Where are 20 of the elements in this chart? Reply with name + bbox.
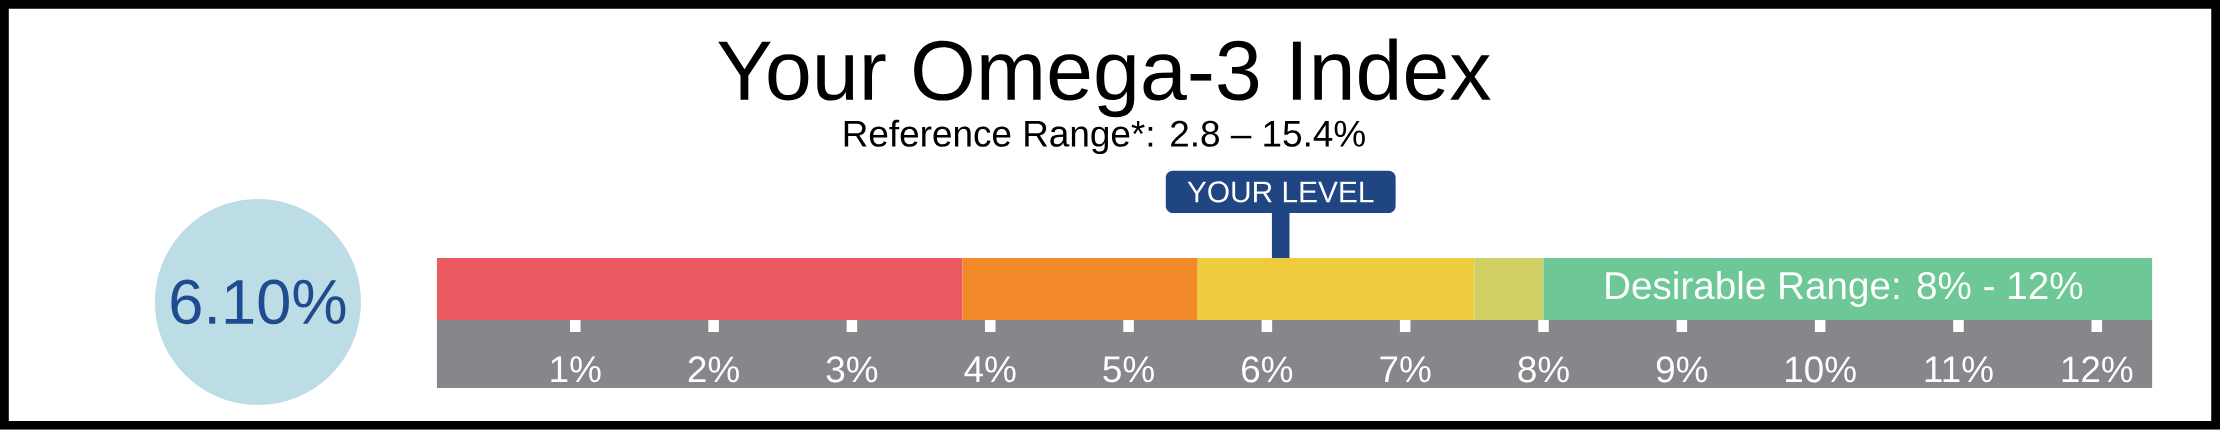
x-tick-label: 8% xyxy=(1518,356,1569,383)
x-tick-label: 5% xyxy=(1103,356,1154,383)
x-tick-label: 10% xyxy=(1786,356,1856,383)
bar xyxy=(962,258,1198,320)
chart-title: Your Omega-3 Index xyxy=(718,38,1491,118)
x-tick-label: 9% xyxy=(1656,356,1708,383)
bar xyxy=(1197,258,1475,320)
chart-subtitle: Reference Range*: 2.8 – 15.4% xyxy=(844,119,1365,155)
text: 6.10% xyxy=(171,279,346,325)
x-tick-label: 1% xyxy=(551,356,601,383)
annotation: Desirable Range: 8% - 12% xyxy=(1606,270,2083,307)
bar xyxy=(1474,258,1544,320)
x-tick-label: 6% xyxy=(1242,356,1293,383)
ref-line-label: YOUR LEVEL xyxy=(1187,181,1374,203)
x-tick-label: 2% xyxy=(688,356,739,383)
x-tick-label: 3% xyxy=(826,356,878,383)
x-tick-label: 12% xyxy=(2062,356,2133,383)
x-tick-label: 11% xyxy=(1925,356,1993,383)
x-tick-label: 4% xyxy=(964,356,1016,383)
x-tick-label: 7% xyxy=(1380,356,1431,383)
